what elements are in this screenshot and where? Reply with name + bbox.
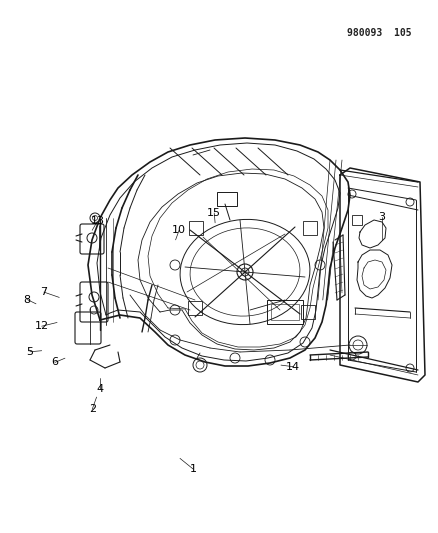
Text: 12: 12 xyxy=(35,321,49,331)
Bar xyxy=(351,215,361,225)
Text: 10: 10 xyxy=(172,225,186,235)
Text: 8: 8 xyxy=(24,295,31,304)
Bar xyxy=(189,221,202,235)
Text: 980093  105: 980093 105 xyxy=(346,28,411,38)
Bar xyxy=(266,300,302,324)
Text: 6: 6 xyxy=(51,358,58,367)
Text: 15: 15 xyxy=(207,208,221,218)
Bar xyxy=(216,192,237,206)
Text: 4: 4 xyxy=(96,384,103,394)
Text: 7: 7 xyxy=(40,287,47,297)
Bar xyxy=(302,221,316,235)
Bar xyxy=(270,304,298,320)
Text: 1: 1 xyxy=(189,464,196,474)
Text: 5: 5 xyxy=(26,347,33,357)
Bar xyxy=(300,305,314,319)
Text: 3: 3 xyxy=(378,213,385,222)
Text: 2: 2 xyxy=(88,405,95,414)
Bar xyxy=(187,301,201,315)
Text: 13: 13 xyxy=(90,216,104,226)
Text: 14: 14 xyxy=(286,362,300,372)
